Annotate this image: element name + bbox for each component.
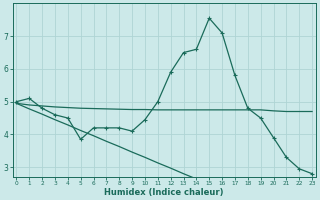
X-axis label: Humidex (Indice chaleur): Humidex (Indice chaleur) [104,188,224,197]
